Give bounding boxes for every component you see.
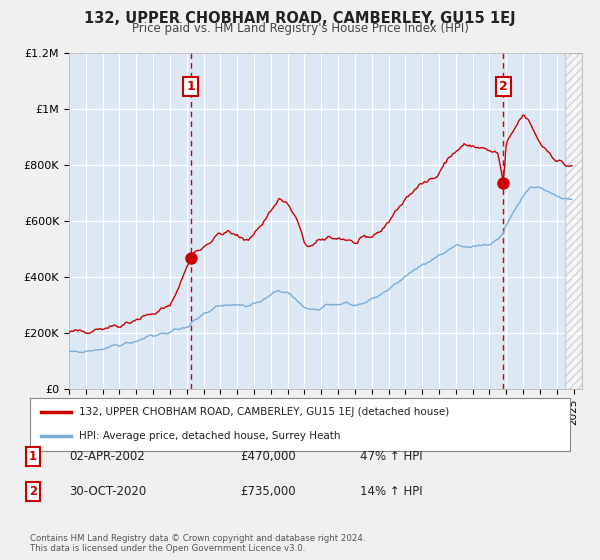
Text: 132, UPPER CHOBHAM ROAD, CAMBERLEY, GU15 1EJ: 132, UPPER CHOBHAM ROAD, CAMBERLEY, GU15… <box>84 11 516 26</box>
Bar <box>565 53 582 389</box>
Text: 02-APR-2002: 02-APR-2002 <box>69 450 145 463</box>
Text: Contains HM Land Registry data © Crown copyright and database right 2024.
This d: Contains HM Land Registry data © Crown c… <box>30 534 365 553</box>
Text: 47% ↑ HPI: 47% ↑ HPI <box>360 450 422 463</box>
Text: 132, UPPER CHOBHAM ROAD, CAMBERLEY, GU15 1EJ (detached house): 132, UPPER CHOBHAM ROAD, CAMBERLEY, GU15… <box>79 407 449 417</box>
Text: HPI: Average price, detached house, Surrey Heath: HPI: Average price, detached house, Surr… <box>79 431 340 441</box>
Text: £735,000: £735,000 <box>240 484 296 498</box>
Text: £470,000: £470,000 <box>240 450 296 463</box>
Text: 14% ↑ HPI: 14% ↑ HPI <box>360 484 422 498</box>
Text: 1: 1 <box>187 80 196 94</box>
Text: Price paid vs. HM Land Registry's House Price Index (HPI): Price paid vs. HM Land Registry's House … <box>131 22 469 35</box>
Text: 30-OCT-2020: 30-OCT-2020 <box>69 484 146 498</box>
Text: 1: 1 <box>29 450 37 463</box>
Text: 2: 2 <box>29 484 37 498</box>
Text: 2: 2 <box>499 80 508 94</box>
